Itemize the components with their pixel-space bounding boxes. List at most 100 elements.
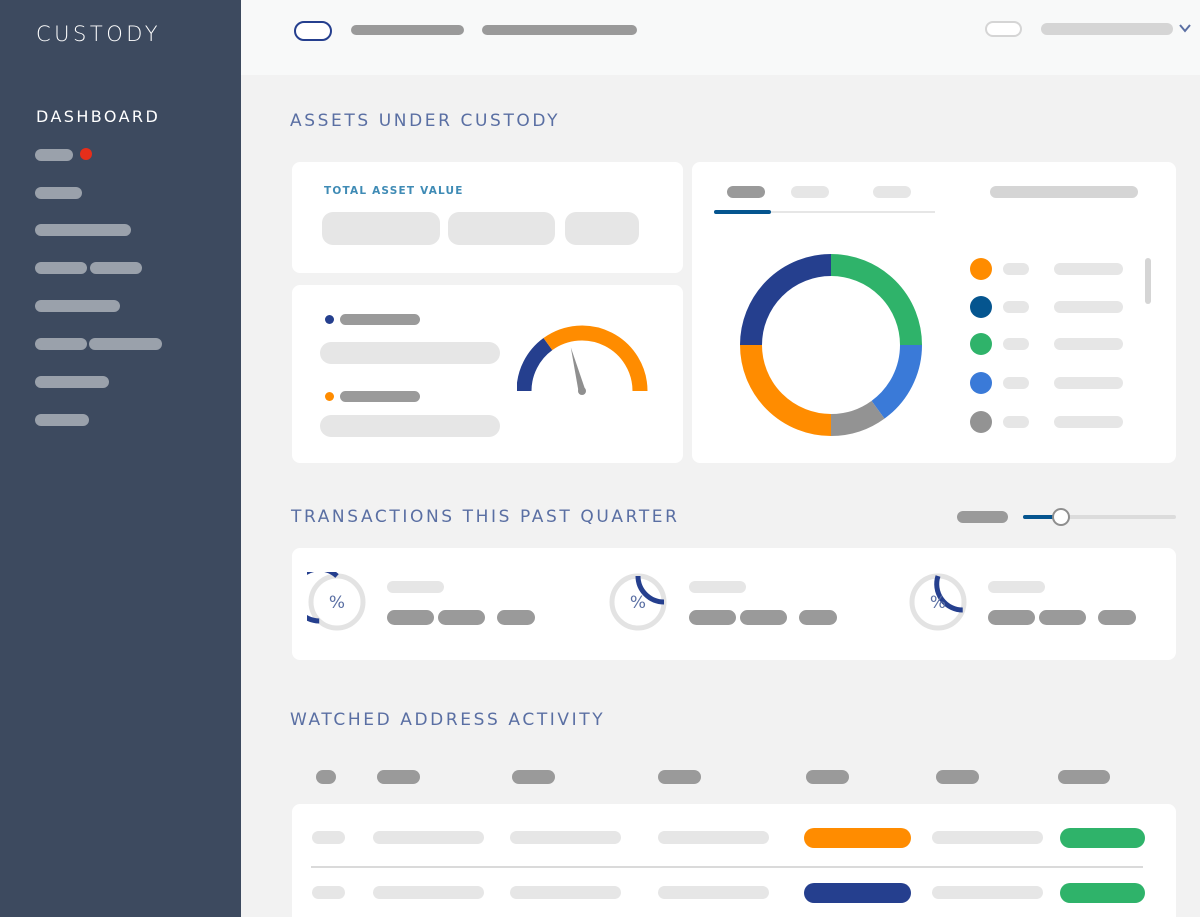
total-asset-card: TOTAL ASSET VALUE — [292, 162, 683, 273]
table-cell — [373, 831, 484, 844]
status-badge — [1060, 828, 1145, 848]
selector-placeholder[interactable] — [990, 186, 1138, 198]
gauge-hub — [578, 387, 586, 395]
table-cell — [658, 886, 769, 899]
legend-value — [1003, 377, 1029, 389]
breadcrumb-item[interactable] — [482, 25, 637, 35]
item-value — [1098, 610, 1136, 625]
donut-slice — [740, 254, 832, 346]
value-segment — [448, 212, 555, 245]
percent-symbol: % — [930, 593, 946, 613]
table-cell — [932, 831, 1043, 844]
donut-slice — [830, 400, 885, 436]
legend-dot — [325, 315, 334, 324]
table-header-cell[interactable] — [806, 770, 849, 784]
tab-active[interactable] — [727, 186, 765, 198]
toggle-button[interactable] — [294, 21, 332, 41]
slider-fill — [1023, 515, 1062, 519]
tab[interactable] — [873, 186, 911, 198]
table-cell — [658, 831, 769, 844]
legend-dot — [970, 296, 992, 318]
sidebar-item[interactable] — [35, 376, 109, 388]
status-pill[interactable] — [985, 21, 1022, 37]
watched-table — [292, 804, 1176, 917]
legend-dot — [325, 392, 334, 401]
sidebar-item[interactable] — [35, 262, 87, 274]
legend-label — [1054, 301, 1123, 313]
table-cell — [932, 886, 1043, 899]
table-header-cell[interactable] — [1058, 770, 1110, 784]
breadcrumb-item[interactable] — [351, 25, 464, 35]
app-title: CUSTODY — [36, 22, 162, 46]
value-placeholder — [320, 415, 500, 437]
progress-ring: % — [909, 573, 967, 631]
table-cell — [373, 886, 484, 899]
legend-value — [1003, 338, 1029, 350]
legend-label — [1054, 416, 1123, 428]
gauge-needle — [570, 347, 586, 392]
table-cell — [312, 831, 345, 844]
donut-slice — [830, 254, 922, 346]
legend-label — [1054, 263, 1123, 275]
sidebar-item[interactable] — [35, 414, 89, 426]
slider-handle[interactable] — [1052, 508, 1071, 526]
allocation-card — [692, 162, 1176, 463]
sidebar-item[interactable] — [90, 262, 142, 274]
sidebar-item[interactable] — [35, 338, 87, 350]
item-label — [988, 581, 1045, 593]
donut-chart — [740, 254, 922, 436]
tab-track — [714, 211, 935, 213]
value-segment — [322, 212, 440, 245]
table-header-cell[interactable] — [316, 770, 336, 784]
legend-dot — [970, 372, 992, 394]
item-value — [1039, 610, 1086, 625]
status-badge — [804, 883, 911, 903]
sidebar-item[interactable] — [35, 149, 73, 161]
chevron-down-icon[interactable] — [1178, 22, 1192, 34]
table-cell — [510, 831, 621, 844]
legend-value — [1003, 416, 1029, 428]
sidebar-item-dashboard[interactable]: DASHBOARD — [36, 107, 161, 126]
legend-dot — [970, 411, 992, 433]
value-segment — [565, 212, 639, 245]
period-slider[interactable] — [1023, 508, 1176, 526]
gauge-card — [292, 285, 683, 463]
legend-dot — [970, 333, 992, 355]
table-header-cell[interactable] — [512, 770, 555, 784]
sidebar-item[interactable] — [35, 300, 120, 312]
item-value — [438, 610, 485, 625]
status-badge — [1060, 883, 1145, 903]
sidebar-item[interactable] — [89, 338, 162, 350]
account-menu[interactable] — [1041, 23, 1173, 35]
top-bar — [241, 0, 1200, 75]
table-header-cell[interactable] — [377, 770, 420, 784]
tab[interactable] — [791, 186, 829, 198]
legend-label — [340, 314, 420, 325]
table-cell — [312, 886, 345, 899]
item-label — [689, 581, 746, 593]
item-value — [740, 610, 787, 625]
legend-value — [1003, 263, 1029, 275]
section-title-assets: ASSETS UNDER CUSTODY — [290, 111, 561, 131]
sidebar-item[interactable] — [35, 224, 131, 236]
tab-indicator — [714, 210, 771, 214]
notification-dot — [80, 148, 92, 160]
item-value — [387, 610, 434, 625]
item-value — [799, 610, 837, 625]
table-cell — [510, 886, 621, 899]
gauge-arc-low — [517, 338, 553, 392]
legend-label — [1054, 338, 1123, 350]
table-header-cell[interactable] — [658, 770, 701, 784]
legend-label — [340, 391, 420, 402]
section-title-transactions: TRANSACTIONS THIS PAST QUARTER — [291, 507, 680, 527]
legend-label — [1054, 377, 1123, 389]
sidebar-item[interactable] — [35, 187, 82, 199]
table-header-cell[interactable] — [936, 770, 979, 784]
item-value — [689, 610, 736, 625]
item-label — [387, 581, 444, 593]
item-value — [497, 610, 535, 625]
scrollbar[interactable] — [1145, 258, 1151, 304]
progress-ring: % — [307, 572, 366, 631]
progress-ring: % — [609, 573, 667, 631]
gauge-arc-high — [543, 325, 648, 392]
